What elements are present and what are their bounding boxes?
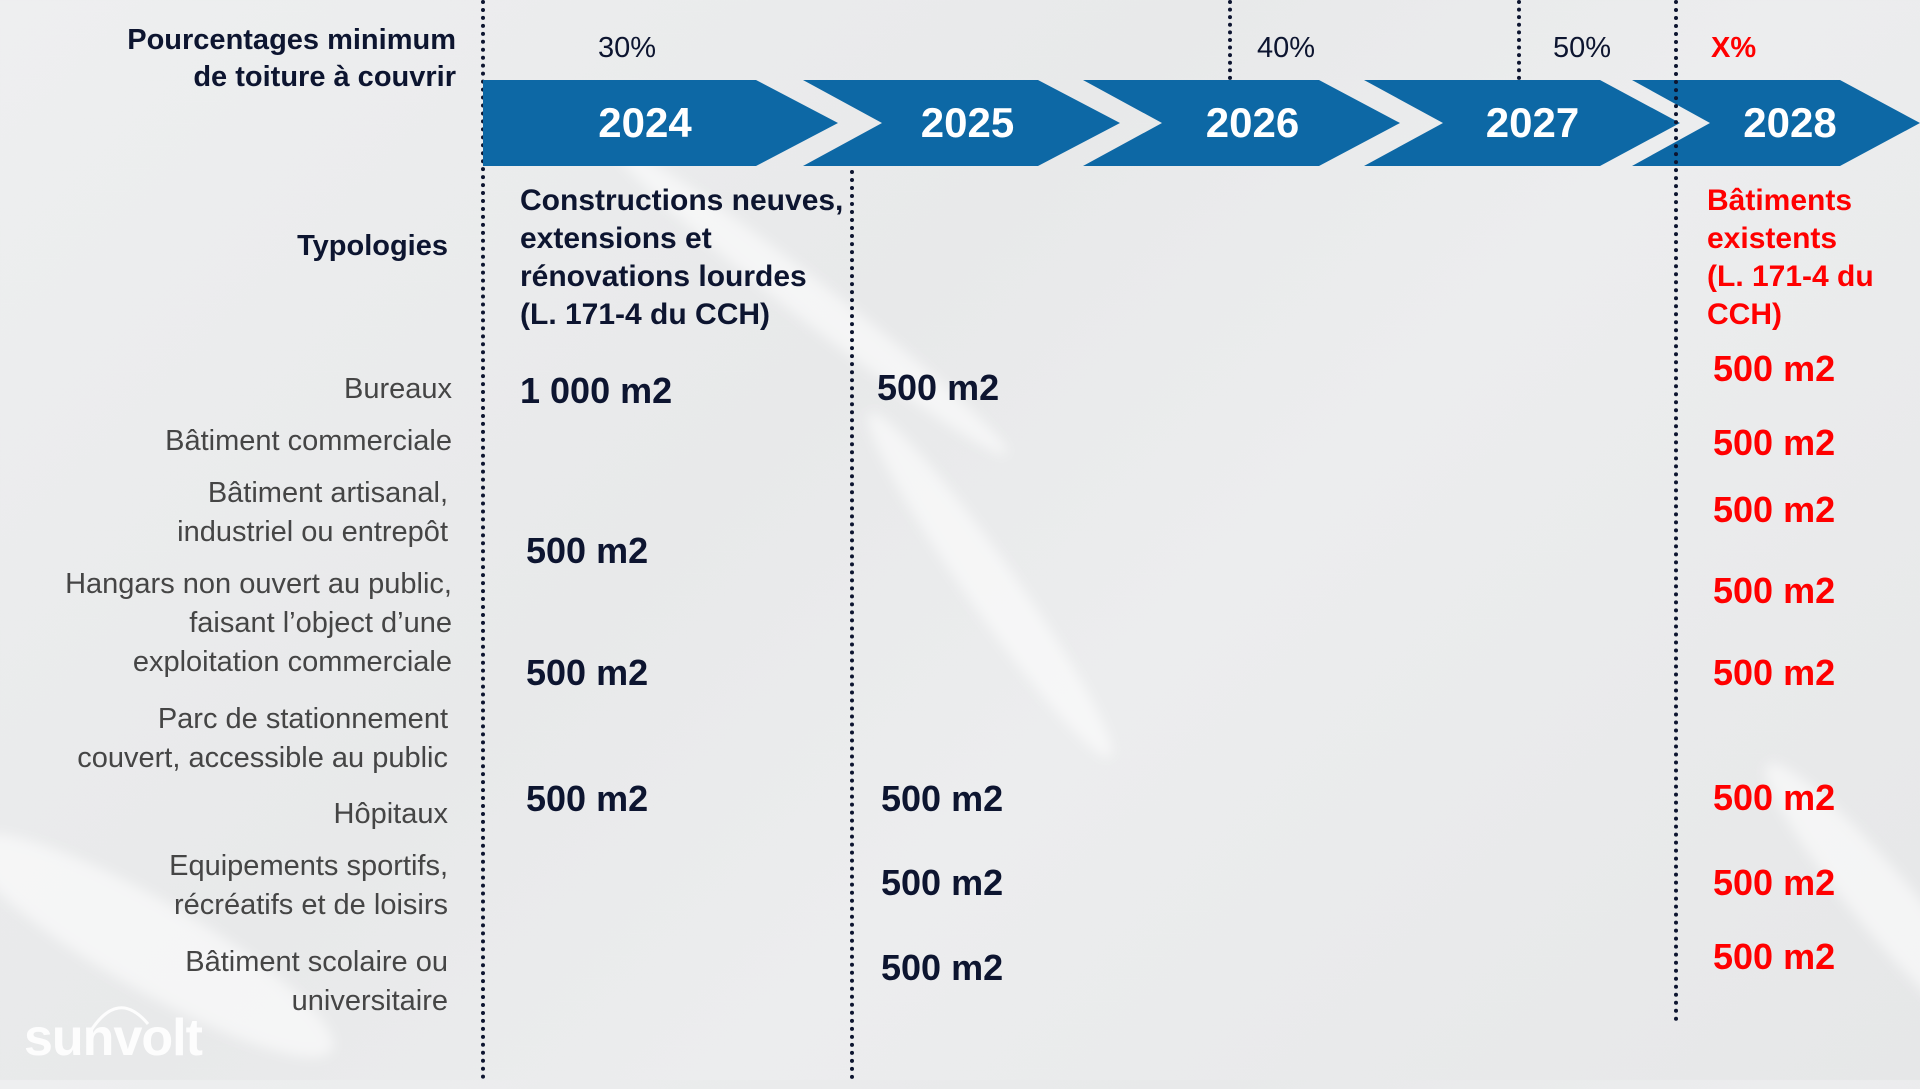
percent-2028: X% (1711, 32, 1757, 64)
row-label-hospitals: Hôpitaux (334, 795, 448, 834)
divider-2025 (850, 170, 854, 1080)
value-2028-parking: 500 m2 (1713, 652, 1836, 693)
row-label-schools: Bâtiment scolaire ou universitaire (185, 943, 448, 1021)
value-2025-schools: 500 m2 (881, 947, 1004, 988)
background-streak (849, 398, 1131, 772)
row-label-line: Bureaux (343, 373, 452, 405)
typology-existing-line: CCH) (1707, 298, 1782, 331)
chevron-2025 (803, 80, 1120, 166)
value-2024-hangars: 500 m2 (526, 652, 649, 693)
row-label-line: industriel ou entrepôt (177, 516, 448, 548)
timeline-banner (483, 80, 1920, 166)
value-2028-bureaux: 500 m2 (1713, 348, 1836, 389)
typology-new-line: (L. 171-4 du CCH) (520, 298, 771, 331)
row-label-line: exploitation commerciale (132, 646, 452, 678)
value-2028-hospitals: 500 m2 (1713, 777, 1836, 818)
year-2025: 2025 (920, 99, 1015, 146)
row-label-line: universitaire (291, 985, 448, 1017)
value-2024-artisanal: 500 m2 (526, 530, 649, 571)
value-2028-hangars: 500 m2 (1713, 570, 1836, 611)
divider-2026 (1228, 0, 1232, 80)
row-label-line: Hôpitaux (333, 798, 448, 830)
row-label-line: faisant l’object d’une (189, 607, 452, 639)
sun-arc-icon (88, 1006, 150, 1033)
row-label-sports: Equipements sportifs, récréatifs et de l… (169, 847, 448, 925)
value-2028-artisanal: 500 m2 (1713, 489, 1836, 530)
value-2028-schools: 500 m2 (1713, 936, 1836, 977)
chevron-2028 (1632, 80, 1920, 166)
row-label-hangars: Hangars non ouvert au public, faisant l’… (65, 565, 452, 682)
percent-label-line1: Pourcentages minimum (127, 24, 456, 56)
year-2027: 2027 (1485, 99, 1580, 146)
row-label-artisanal: Bâtiment artisanal, industriel ou entrep… (177, 474, 448, 552)
logo-text: sunvolt (24, 1009, 203, 1067)
year-2026: 2026 (1205, 99, 1300, 146)
row-label-line: récréatifs et de loisirs (174, 889, 448, 921)
value-2024-bureaux: 1 000 m2 (520, 370, 673, 411)
chevron-2027 (1364, 80, 1680, 166)
row-label-commercial: Bâtiment commerciale (165, 422, 452, 461)
typology-new-construction: Constructions neuves, extensions et réno… (520, 182, 843, 334)
typology-new-line: rénovations lourdes (520, 260, 807, 293)
percent-label: Pourcentages minimum de toiture à couvri… (127, 22, 456, 96)
percent-2027: 50% (1553, 32, 1612, 64)
value-2028-commercial: 500 m2 (1713, 422, 1836, 463)
row-label-line: couvert, accessible au public (77, 742, 448, 774)
year-2028: 2028 (1743, 99, 1837, 146)
row-label-line: Bâtiment artisanal, (207, 477, 448, 509)
row-label-line: Bâtiment scolaire ou (185, 946, 448, 978)
value-2025-hospitals: 500 m2 (881, 778, 1004, 819)
typology-new-line: extensions et (520, 222, 712, 255)
typology-existing-line: existents (1707, 222, 1838, 255)
typology-existing-buildings: Bâtiments existents (L. 171-4 du CCH) (1707, 182, 1874, 334)
sunvolt-logo: sunvolt (24, 1006, 203, 1068)
value-2024-hospitals: 500 m2 (526, 778, 649, 819)
divider-2027 (1517, 0, 1521, 80)
typology-new-line: Constructions neuves, (520, 184, 844, 217)
value-2025-sports: 500 m2 (881, 862, 1004, 903)
value-2028-sports: 500 m2 (1713, 862, 1836, 903)
percent-2026: 40% (1257, 32, 1316, 64)
percent-2024: 30% (598, 32, 657, 64)
year-2024: 2024 (598, 99, 692, 146)
typology-existing-line: (L. 171-4 du (1707, 260, 1874, 293)
row-label-line: Parc de stationnement (157, 703, 448, 735)
percent-label-line2: de toiture à couvrir (193, 61, 456, 93)
typologies-label: Typologies (297, 230, 448, 262)
divider-2024 (481, 0, 485, 1080)
chevron-2026 (1083, 80, 1400, 166)
typology-existing-line: Bâtiments (1707, 184, 1853, 217)
divider-2028 (1674, 0, 1678, 1022)
row-label-bureaux: Bureaux (344, 370, 452, 409)
value-2025-bureaux: 500 m2 (877, 367, 1000, 408)
row-label-line: Hangars non ouvert au public, (65, 568, 452, 600)
row-label-line: Equipements sportifs, (169, 850, 448, 882)
chevron-2024 (483, 80, 838, 166)
row-label-line: Bâtiment commerciale (165, 425, 452, 457)
row-label-parking: Parc de stationnement couvert, accessibl… (77, 700, 448, 778)
